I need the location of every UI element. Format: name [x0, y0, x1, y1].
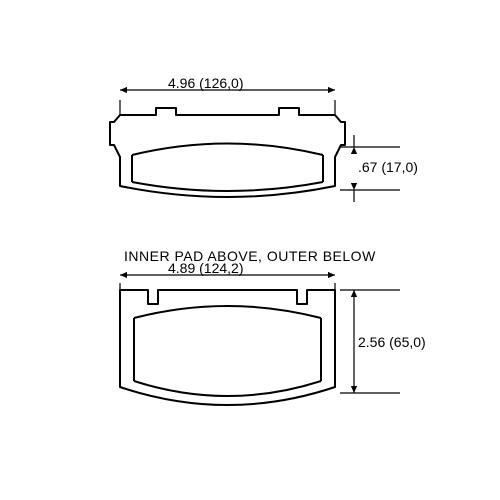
lower-height-dim-label: 2.56 (65,0) — [358, 334, 426, 350]
drawing-canvas: 4.96 (126,0) .67 (17,0) INNER PAD ABOVE,… — [0, 0, 500, 500]
upper-width-dim-label: 4.96 (126,0) — [168, 75, 244, 91]
upper-height-dim-label: .67 (17,0) — [358, 159, 418, 175]
lower-width-dim-label: 4.89 (124,2) — [168, 260, 244, 276]
center-caption: INNER PAD ABOVE, OUTER BELOW — [124, 248, 376, 264]
